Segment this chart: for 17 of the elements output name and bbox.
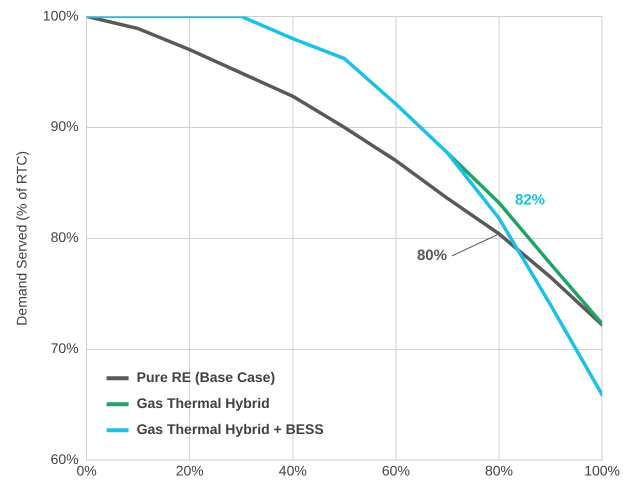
- y-tick-label: 80%: [50, 229, 79, 246]
- x-tick-label: 20%: [176, 462, 204, 478]
- x-tick-label: 40%: [278, 462, 307, 478]
- y-tick-label: 100%: [42, 7, 79, 24]
- x-tick-label: 60%: [382, 462, 410, 478]
- y-tick-label: 70%: [50, 340, 79, 356]
- x-tick-label: 100%: [584, 462, 620, 478]
- legend-label: Gas Thermal Hybrid + BESS: [136, 421, 324, 438]
- y-axis-title: Demand Served (% of RTC): [13, 150, 30, 326]
- annotation: 82%: [515, 191, 546, 208]
- x-tick-label: 80%: [484, 462, 514, 478]
- x-tick-label: 0%: [76, 462, 97, 478]
- y-tick-label: 90%: [50, 118, 79, 134]
- y-tick-label: 60%: [50, 451, 79, 468]
- legend-label: Pure RE (Base Case): [136, 369, 276, 386]
- annotation: 80%: [416, 247, 447, 264]
- legend-label: Gas Thermal Hybrid: [136, 395, 270, 412]
